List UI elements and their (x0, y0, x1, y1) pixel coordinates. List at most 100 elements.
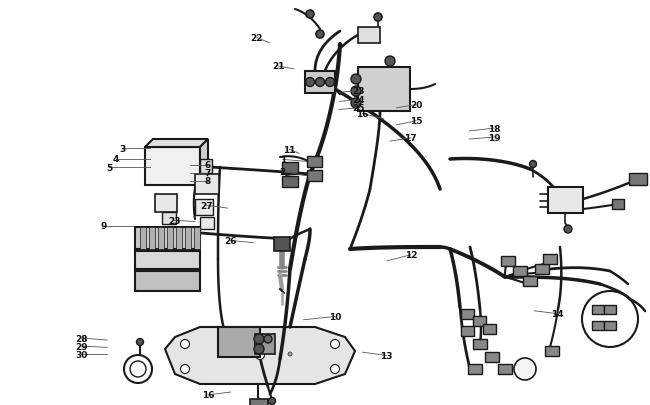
Text: 2: 2 (280, 168, 286, 177)
Circle shape (530, 161, 536, 168)
Circle shape (330, 364, 339, 373)
Circle shape (374, 14, 382, 22)
Text: 22: 22 (250, 34, 263, 43)
Bar (282, 162, 298, 173)
Text: 21: 21 (272, 62, 285, 71)
Text: 15: 15 (410, 117, 422, 126)
Bar (250, 399, 268, 405)
Text: 10: 10 (328, 312, 341, 321)
Circle shape (228, 352, 232, 356)
Bar (501, 256, 515, 266)
Polygon shape (145, 140, 208, 148)
Bar (135, 271, 200, 291)
Bar (200, 160, 212, 174)
Circle shape (254, 344, 264, 354)
Circle shape (268, 398, 276, 405)
Text: 14: 14 (551, 309, 564, 318)
Bar (523, 276, 537, 286)
Circle shape (306, 11, 314, 19)
Bar (604, 305, 616, 314)
Bar (167, 228, 173, 249)
Polygon shape (200, 140, 208, 185)
Bar (145, 148, 200, 185)
Text: 16: 16 (202, 390, 214, 399)
Bar (274, 237, 290, 252)
Bar (543, 254, 557, 264)
Bar (255, 334, 275, 354)
Circle shape (181, 340, 190, 349)
Bar (200, 217, 214, 230)
Text: 16: 16 (356, 110, 369, 119)
Text: 23: 23 (352, 87, 365, 96)
Text: 24: 24 (352, 96, 365, 105)
Text: 4: 4 (112, 155, 119, 164)
Bar (604, 321, 616, 330)
Text: 5: 5 (106, 164, 112, 173)
Bar (218, 327, 260, 357)
Circle shape (316, 31, 324, 39)
Text: 7: 7 (205, 169, 211, 178)
Bar (140, 228, 146, 249)
Bar (155, 194, 177, 213)
Text: 3: 3 (119, 145, 125, 153)
Bar (185, 228, 191, 249)
Bar (135, 252, 200, 269)
Bar (176, 228, 182, 249)
Circle shape (385, 57, 395, 67)
Circle shape (351, 99, 361, 109)
Bar (462, 309, 474, 319)
Text: 20: 20 (410, 101, 422, 110)
Bar (358, 28, 380, 44)
Circle shape (255, 351, 265, 360)
Bar (149, 228, 155, 249)
Bar (282, 176, 298, 187)
Bar (473, 339, 487, 349)
Bar (195, 175, 219, 194)
Bar (462, 326, 474, 336)
Text: 6: 6 (205, 161, 211, 170)
Text: 28: 28 (75, 334, 88, 343)
Bar (307, 156, 322, 167)
Text: 29: 29 (75, 342, 88, 351)
Text: 18: 18 (488, 124, 500, 133)
Text: 30: 30 (75, 350, 88, 359)
Circle shape (288, 352, 292, 356)
Circle shape (514, 358, 536, 380)
Text: 13: 13 (380, 351, 393, 360)
Text: 26: 26 (224, 237, 237, 245)
Circle shape (351, 87, 361, 97)
Bar (592, 321, 604, 330)
Bar (629, 174, 647, 185)
Circle shape (264, 335, 272, 343)
Text: 17: 17 (404, 134, 417, 143)
Bar (498, 364, 512, 374)
Bar (195, 200, 213, 215)
Circle shape (136, 339, 144, 345)
Text: 19: 19 (488, 133, 500, 142)
Bar (307, 170, 322, 181)
Text: 11: 11 (283, 145, 296, 154)
Circle shape (254, 334, 264, 344)
Text: 23: 23 (168, 216, 181, 225)
Bar (484, 324, 497, 334)
Circle shape (315, 78, 324, 87)
Bar (513, 266, 527, 276)
Bar (592, 305, 604, 314)
Circle shape (306, 78, 315, 87)
Bar (135, 228, 200, 249)
Bar (305, 72, 335, 94)
Circle shape (564, 226, 572, 233)
Polygon shape (165, 327, 355, 384)
Text: 9: 9 (101, 222, 107, 230)
Bar (548, 188, 583, 213)
Bar (468, 364, 482, 374)
Bar (194, 228, 200, 249)
Bar (485, 352, 499, 362)
Circle shape (330, 340, 339, 349)
Circle shape (326, 78, 335, 87)
Text: 8: 8 (205, 177, 211, 186)
Bar (545, 346, 559, 356)
Bar (158, 228, 164, 249)
Circle shape (258, 342, 262, 346)
Bar (612, 200, 624, 209)
